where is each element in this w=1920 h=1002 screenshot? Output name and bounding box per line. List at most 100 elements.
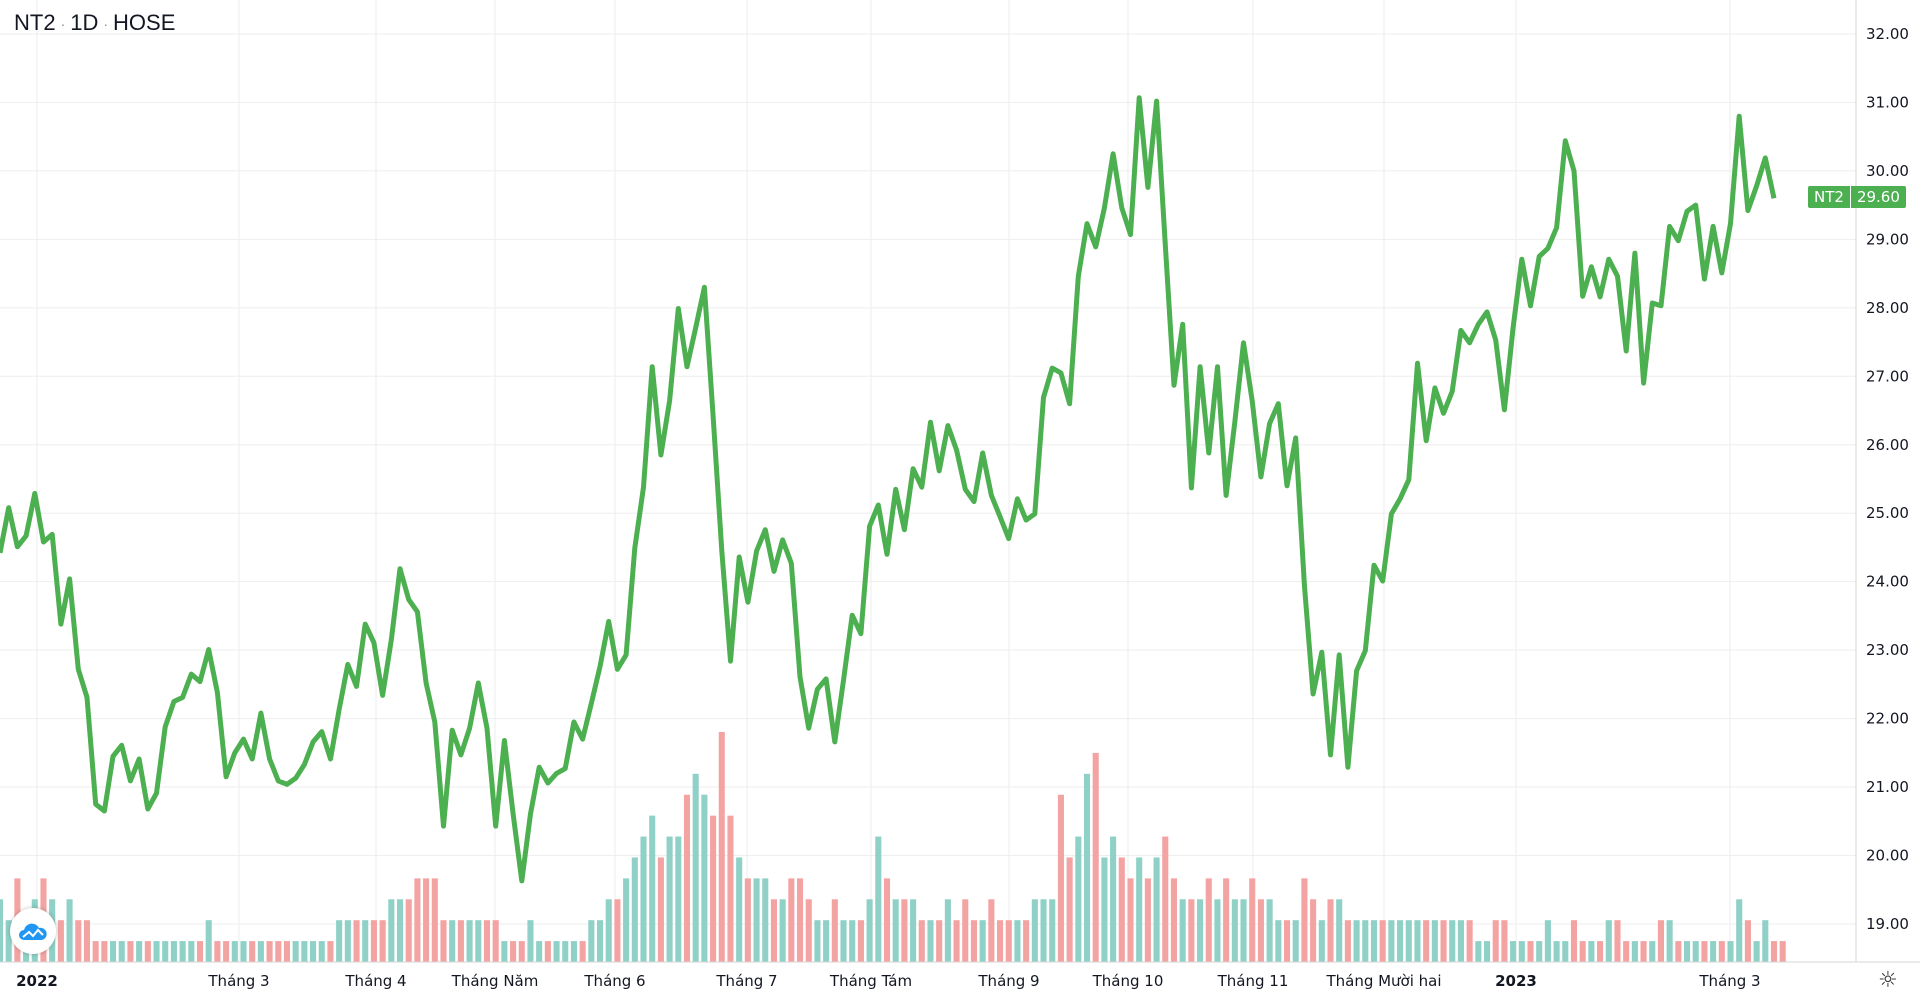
volume-bar <box>1466 920 1473 962</box>
volume-bar <box>1692 941 1699 962</box>
time-tick-label: Tháng 9 <box>978 972 1040 990</box>
volume-bar <box>1031 899 1038 962</box>
volume-bar <box>979 920 986 962</box>
volume-bar <box>1275 920 1282 962</box>
volume-bar <box>892 899 899 962</box>
price-axis[interactable]: 32.00 31.00 30.00 29.00 28.00 27.00 26.00 25.00… <box>1866 25 1909 933</box>
volume-bar <box>310 941 317 962</box>
interval[interactable]: 1D <box>70 10 99 35</box>
volume-bar <box>136 941 143 962</box>
volume-bar <box>283 941 291 962</box>
volume-bar <box>92 941 99 962</box>
volume-bar <box>666 836 673 962</box>
volume-bar <box>1483 941 1491 962</box>
price-tick-label: 25.00 <box>1866 504 1909 522</box>
volume-bar <box>988 899 995 962</box>
volume-bar <box>562 941 569 962</box>
volume-bar <box>301 941 308 962</box>
volume-bar <box>1179 899 1186 962</box>
volume-bar <box>1083 773 1091 962</box>
volume-bar <box>1762 920 1769 962</box>
volume-bar <box>727 815 734 962</box>
volume-bar <box>997 920 1004 962</box>
volume-bar <box>1197 899 1204 962</box>
volume-bar <box>1023 920 1030 962</box>
volume-bar <box>1118 857 1125 962</box>
volume-bar <box>5 920 12 962</box>
volume-bar <box>327 941 334 962</box>
volume-bar <box>1544 920 1551 962</box>
volume-bar <box>223 941 230 962</box>
tradingview-logo-icon[interactable] <box>10 908 56 954</box>
volume-bar <box>1257 899 1264 962</box>
volume-bar <box>918 920 925 962</box>
volume-bar <box>414 878 421 962</box>
volume-bar <box>1136 857 1143 962</box>
volume-bar <box>553 941 560 962</box>
volume-bar <box>1318 920 1325 962</box>
volume-bar <box>1231 899 1238 962</box>
volume-bar <box>214 941 221 962</box>
volume-bar <box>0 899 4 962</box>
volume-bar <box>475 920 482 962</box>
volume-bar <box>292 941 299 962</box>
volume-bar <box>1770 941 1778 962</box>
volume-bar <box>1431 920 1438 962</box>
volume-bar <box>353 920 360 962</box>
volume-bar <box>483 920 491 962</box>
volume-bar <box>849 920 856 962</box>
time-tick-label: Tháng 3 <box>1699 972 1761 990</box>
volume-bar <box>649 815 656 962</box>
volume-bar <box>1440 920 1447 962</box>
time-tick-label: 2022 <box>16 972 58 990</box>
time-tick-label: Tháng Tám <box>829 972 913 990</box>
volume-bar <box>1362 920 1369 962</box>
price-tick-label: 32.00 <box>1866 25 1909 43</box>
volume-bar <box>631 857 638 962</box>
volume-bar <box>1101 857 1108 962</box>
volume-bar <box>1510 941 1517 962</box>
volume-bar <box>501 941 508 962</box>
volume-bar <box>623 878 630 962</box>
volume-bar <box>492 920 499 962</box>
volume-bar <box>1283 920 1291 962</box>
time-tick-label: Tháng 4 <box>345 972 407 990</box>
price-tick-label: 23.00 <box>1866 641 1909 659</box>
volume-bar <box>75 920 82 962</box>
volume-bar <box>1492 920 1499 962</box>
volume-bar <box>1457 920 1464 962</box>
volume-bar <box>1588 941 1595 962</box>
volume-bar <box>927 920 934 962</box>
volume-bar <box>196 941 204 962</box>
volume-bar <box>1370 920 1378 962</box>
volume-bar <box>1310 899 1317 962</box>
volume-bar <box>1057 794 1064 962</box>
volume-bar <box>701 794 708 962</box>
volume-bar <box>866 899 873 962</box>
volume-bar <box>1675 941 1682 962</box>
volume-bar <box>423 878 430 962</box>
volume-bar <box>1336 899 1343 962</box>
time-tick-label: Tháng 6 <box>584 972 646 990</box>
last-price-tag: NT2 29.60 <box>1808 186 1906 208</box>
volume-bar <box>1170 878 1178 962</box>
volume-bar <box>1605 920 1612 962</box>
volume-bar <box>840 920 847 962</box>
volume-bar <box>692 773 699 962</box>
volume-bar <box>1188 899 1195 962</box>
volume-bar <box>596 920 604 962</box>
time-tick-label: Tháng 10 <box>1092 972 1164 990</box>
volume-bar <box>527 920 534 962</box>
tag-value: 29.60 <box>1849 186 1906 208</box>
volume-bar <box>510 941 517 962</box>
settings-gear-icon[interactable]: ☼ <box>1878 968 1898 993</box>
price-tick-label: 20.00 <box>1866 847 1909 865</box>
volume-bar <box>570 941 577 962</box>
volume-bar <box>1379 920 1386 962</box>
volume-bar <box>805 899 812 962</box>
volume-bar <box>405 899 412 962</box>
exchange: HOSE <box>113 10 176 35</box>
volume-bar <box>344 920 351 962</box>
volume-bar <box>936 920 943 962</box>
